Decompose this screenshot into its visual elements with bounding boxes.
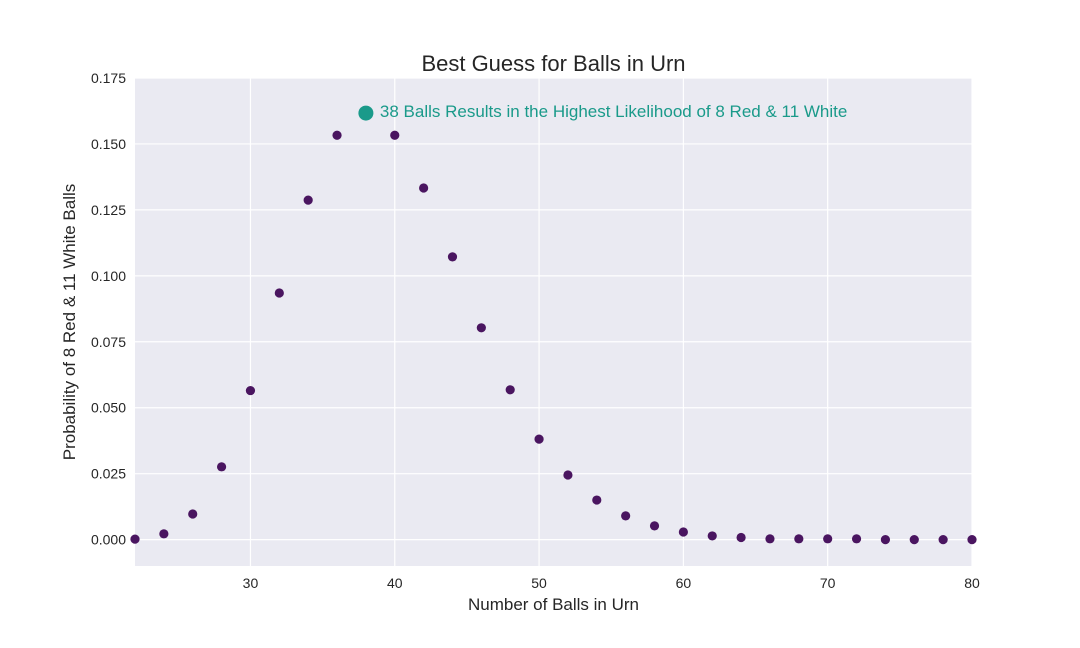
data-point <box>505 385 515 395</box>
y-tick-label: 0.075 <box>91 334 126 350</box>
y-tick-label: 0.050 <box>91 400 126 416</box>
data-point <box>332 130 342 140</box>
data-point <box>245 385 256 396</box>
data-point <box>621 511 631 521</box>
y-tick-label: 0.125 <box>91 202 126 218</box>
x-tick-label: 60 <box>676 575 692 591</box>
data-point <box>967 535 977 545</box>
y-tick-label: 0.175 <box>91 70 126 86</box>
data-point <box>390 130 400 140</box>
y-tick-label: 0.000 <box>91 532 126 548</box>
data-point <box>707 531 717 541</box>
data-point <box>216 462 227 472</box>
data-point <box>649 521 660 531</box>
y-tick-label: 0.100 <box>91 268 126 284</box>
data-point <box>188 509 198 519</box>
data-point <box>274 288 284 298</box>
data-point <box>303 195 313 205</box>
x-tick-label: 50 <box>531 575 547 591</box>
y-tick-label: 0.150 <box>91 136 126 152</box>
y-tick-labels: 0.000 0.025 0.050 0.075 0.100 0.125 0.150 0.175 <box>91 70 126 548</box>
highlight-group: 38 Balls Results in the Highest Likeliho… <box>358 102 847 121</box>
data-point <box>563 470 573 480</box>
data-point <box>823 534 833 544</box>
data-point <box>678 527 688 537</box>
data-point <box>794 534 804 544</box>
y-axis-label: Probability of 8 Red & 11 White Balls <box>60 184 79 461</box>
x-tick-label: 70 <box>820 575 836 591</box>
data-point <box>938 535 948 545</box>
x-tick-labels: 30 40 50 60 70 80 <box>243 575 980 591</box>
grid <box>135 77 973 566</box>
y-tick-label: 0.025 <box>91 466 126 482</box>
x-tick-label: 40 <box>387 575 403 591</box>
chart-title: Best Guess for Balls in Urn <box>421 51 685 76</box>
x-tick-label: 80 <box>964 575 980 591</box>
data-point <box>909 535 919 545</box>
data-point <box>419 183 429 193</box>
data-point <box>851 534 862 544</box>
highlight-annotation: 38 Balls Results in the Highest Likeliho… <box>380 102 847 121</box>
plot-background <box>135 78 972 566</box>
data-point <box>159 529 169 539</box>
data-point <box>592 495 602 505</box>
data-point <box>534 434 544 444</box>
scatter-points <box>130 130 977 545</box>
data-point <box>765 534 775 544</box>
x-axis-label: Number of Balls in Urn <box>468 595 639 614</box>
data-point <box>447 252 458 262</box>
data-point <box>130 534 140 544</box>
highlight-point <box>358 105 374 121</box>
data-point <box>880 535 891 545</box>
data-point <box>476 323 486 333</box>
data-point <box>736 532 746 543</box>
x-tick-label: 30 <box>243 575 259 591</box>
